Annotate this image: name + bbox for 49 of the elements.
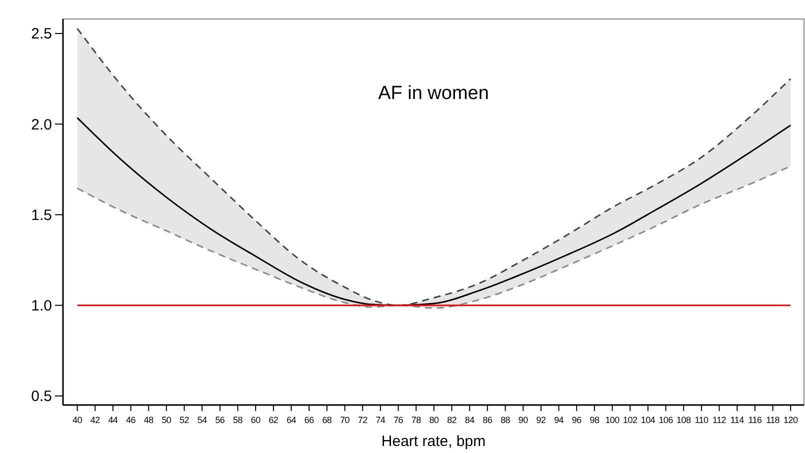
x-tick-label: 94 — [554, 415, 564, 425]
x-tick-label: 72 — [358, 415, 368, 425]
x-tick-label: 120 — [784, 415, 798, 425]
x-tick-label: 64 — [286, 415, 296, 425]
x-tick-label: 54 — [197, 415, 208, 425]
x-tick-label: 66 — [304, 415, 314, 425]
x-tick-label: 92 — [536, 415, 546, 425]
x-tick-label: 96 — [572, 415, 582, 425]
x-tick-label: 80 — [429, 415, 439, 425]
line-series — [76, 117, 792, 306]
x-tick-label: 76 — [394, 415, 404, 425]
x-tick-label: 74 — [376, 415, 386, 425]
x-tick-label: 50 — [162, 415, 172, 425]
x-tick-label: 78 — [411, 415, 422, 425]
x-tick-label: 44 — [108, 415, 118, 425]
y-tick-label: 0.5 — [31, 388, 52, 406]
x-tick-label: 40 — [72, 415, 82, 425]
x-tick-label: 84 — [464, 415, 475, 425]
x-tick-label: 46 — [126, 415, 136, 425]
x-tick-label: 58 — [233, 415, 243, 425]
x-tick-label: 60 — [250, 415, 261, 425]
x-tick-label: 70 — [340, 415, 350, 425]
x-tick-label: 48 — [144, 415, 154, 425]
x-tick-label: 110 — [694, 415, 708, 425]
x-tick-label: 98 — [590, 415, 600, 425]
x-tick-label: 42 — [90, 415, 100, 425]
x-axis-title: Heart rate, bpm — [381, 433, 486, 450]
x-tick-label: 102 — [623, 415, 638, 425]
x-tick-label: 68 — [322, 415, 332, 425]
x-tick-label: 62 — [268, 415, 278, 425]
x-tick-label: 118 — [766, 415, 780, 425]
x-tick-label: 82 — [447, 415, 457, 425]
x-tick-label: 116 — [748, 415, 762, 425]
y-tick-label: 2.5 — [31, 26, 52, 43]
y-tick-label: 2.0 — [31, 116, 52, 134]
x-tick-label: 56 — [215, 415, 225, 425]
x-tick-label: 100 — [605, 415, 620, 425]
x-tick-label: 108 — [676, 415, 691, 425]
x-tick-label: 86 — [482, 415, 492, 425]
y-tick-label: 1.0 — [31, 298, 52, 315]
y-tick-label: 1.5 — [31, 206, 52, 224]
x-tick-label: 104 — [640, 415, 656, 425]
x-tick-label: 114 — [730, 415, 744, 425]
x-tick-label: 112 — [712, 415, 726, 425]
x-tick-label: 52 — [180, 415, 190, 425]
x-tick-label: 88 — [500, 415, 510, 425]
x-tick-label: 90 — [518, 415, 528, 425]
annotation: AF in women — [378, 83, 489, 104]
x-tick-label: 106 — [658, 415, 674, 425]
